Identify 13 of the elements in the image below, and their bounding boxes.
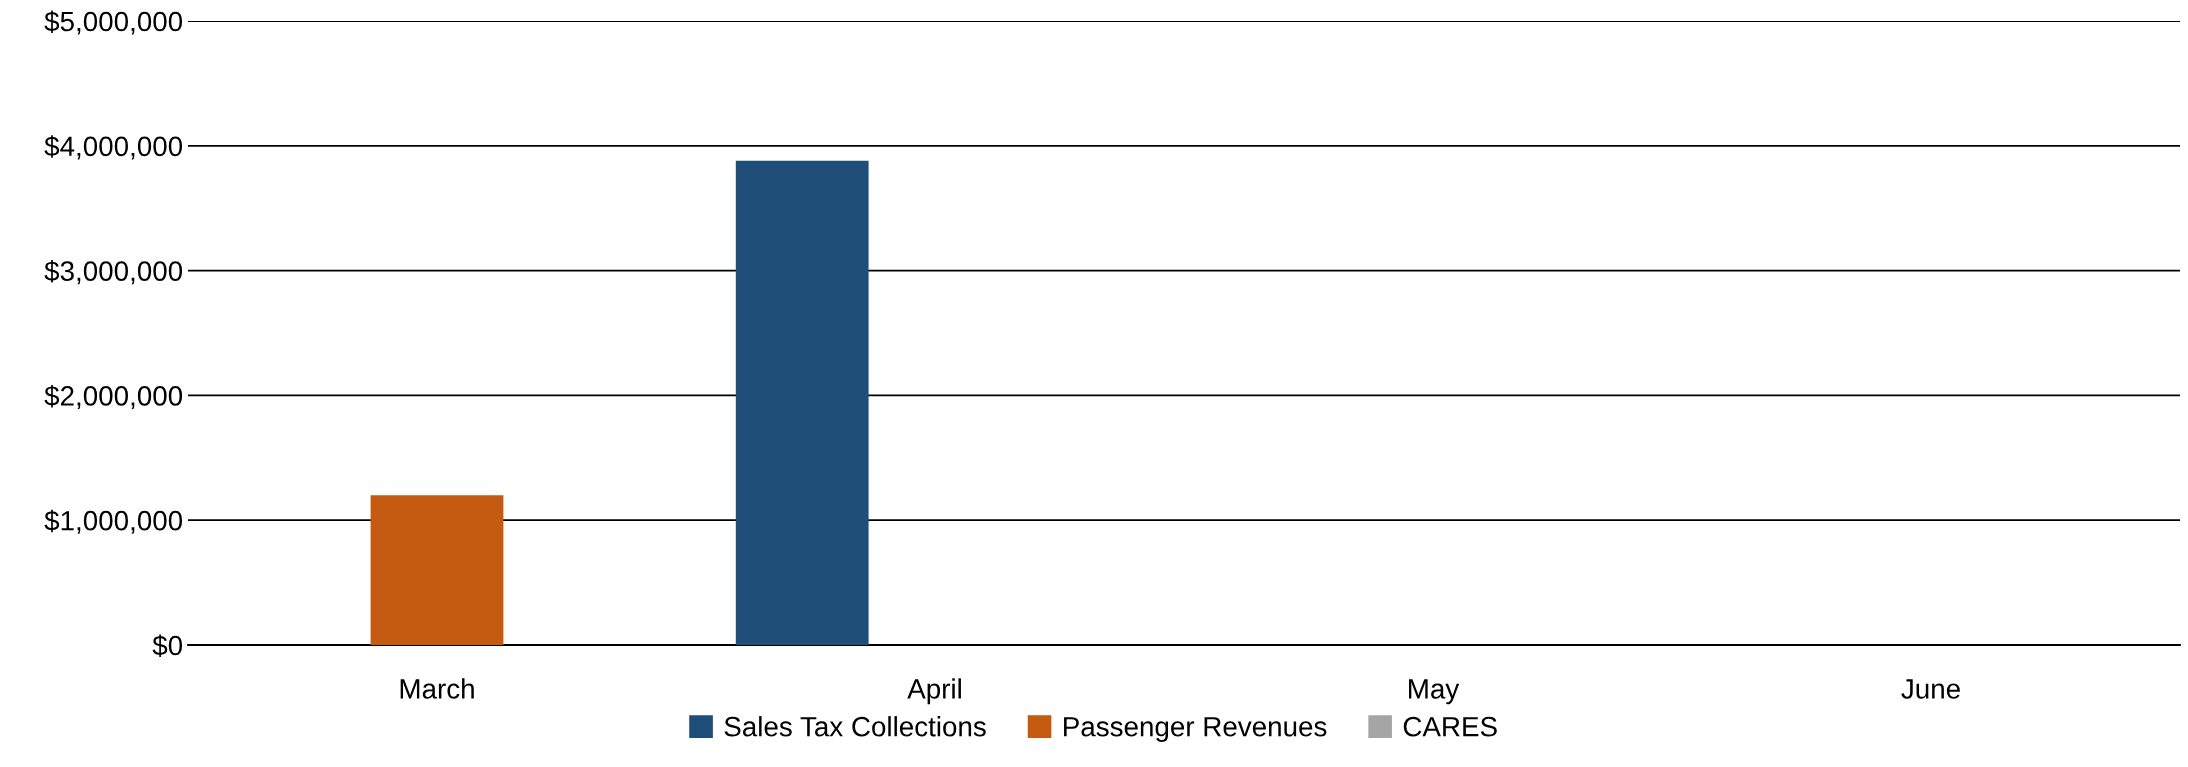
- x-tick-label: June: [1901, 679, 1960, 699]
- y-tick-label: $2,000,000: [44, 384, 183, 410]
- x-tick-label: March: [400, 678, 474, 699]
- legend-label: Sales Tax Collections: [724, 716, 986, 737]
- x-tick-label: April: [907, 678, 961, 705]
- y-tick-label: $4,000,000: [44, 135, 183, 160]
- legend-label: CARES: [1403, 716, 1497, 737]
- x-tick-label: May: [1409, 679, 1460, 705]
- legend-label: Passenger Revenues: [1064, 717, 1327, 742]
- y-tick-label: $1,000,000: [44, 509, 183, 534]
- y-tick-label: $3,000,000: [44, 260, 183, 285]
- y-tick-label: $5,000,000: [44, 10, 183, 35]
- y-tick-label: $0: [152, 634, 183, 657]
